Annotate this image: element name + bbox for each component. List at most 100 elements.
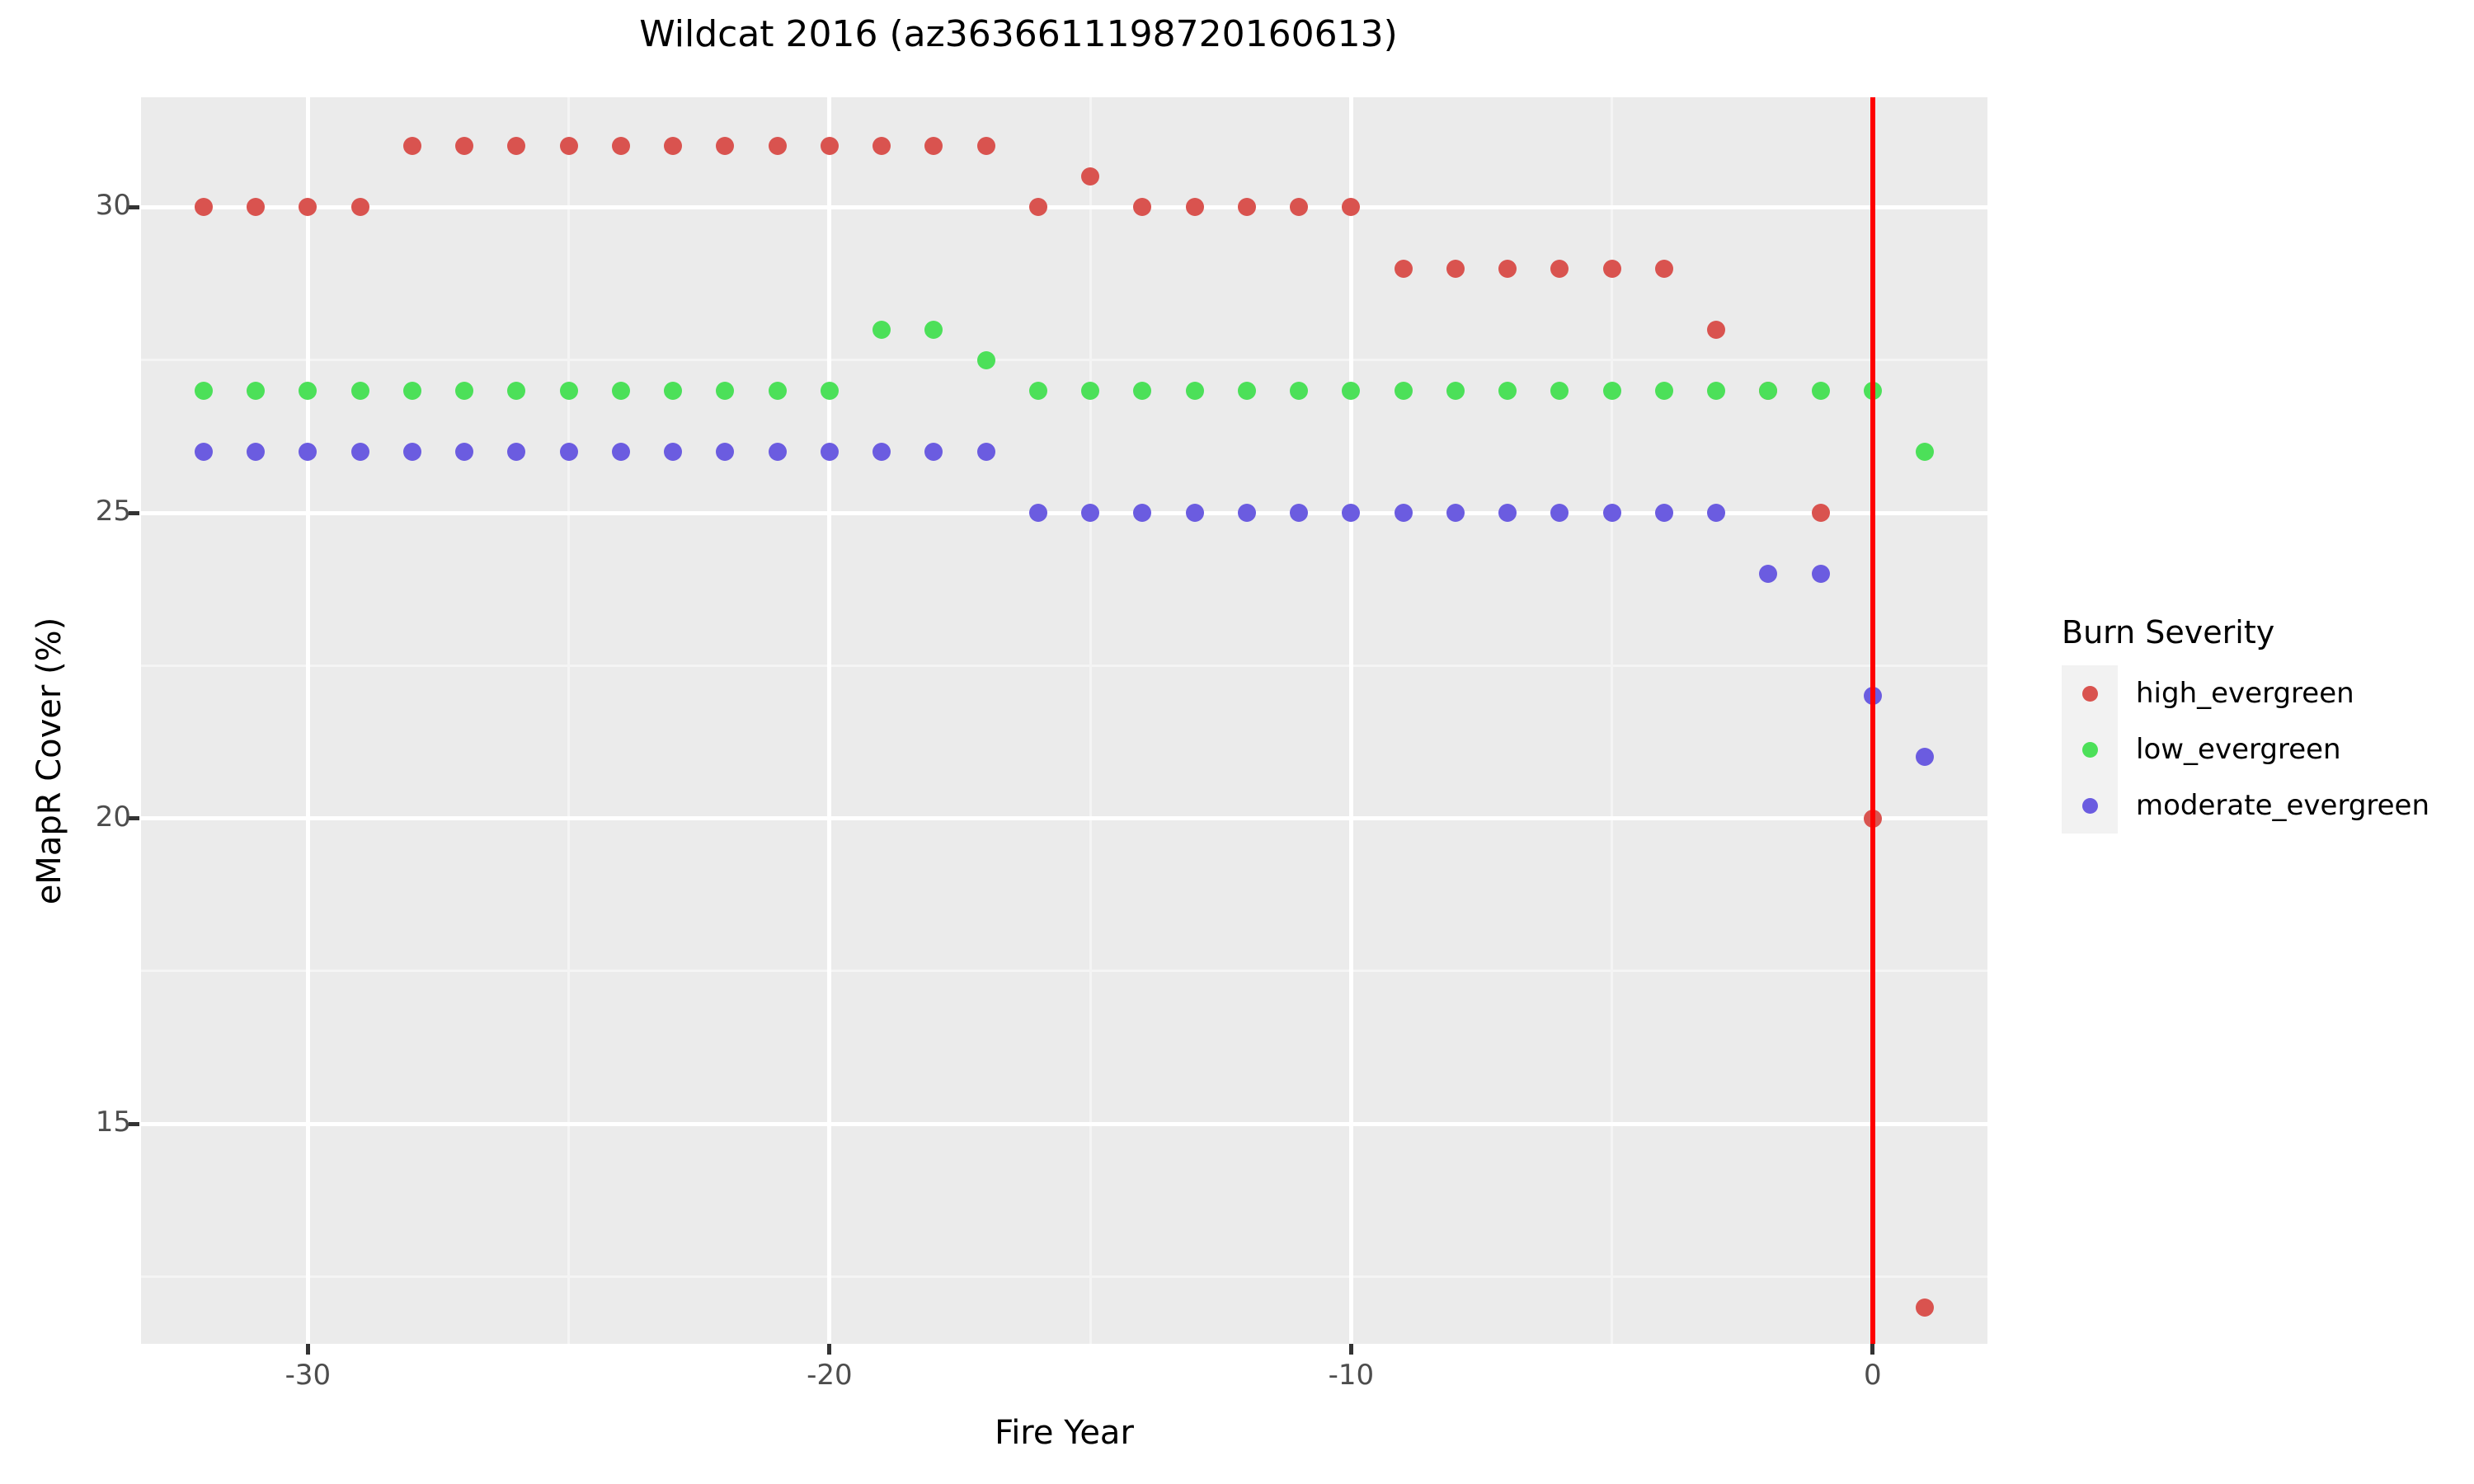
legend-dot-icon	[2081, 741, 2098, 758]
data-point	[194, 198, 213, 217]
legend-item[interactable]: low_evergreen	[2062, 721, 2449, 777]
data-point	[768, 137, 787, 156]
data-point	[1342, 504, 1361, 522]
gridline-major-y	[141, 510, 1987, 515]
data-point	[194, 442, 213, 461]
gridline-major-y	[141, 816, 1987, 821]
data-point	[1707, 320, 1726, 339]
data-point	[1290, 198, 1309, 217]
y-axis-title: eMapR Cover (%)	[31, 617, 68, 905]
legend-swatch	[2062, 777, 2118, 834]
data-point	[1759, 381, 1778, 400]
x-tick-label: -20	[807, 1359, 853, 1392]
data-point	[402, 137, 421, 156]
data-point	[1394, 504, 1413, 522]
fire-year-vline	[1870, 97, 1875, 1344]
data-point	[1185, 504, 1204, 522]
data-point	[1185, 381, 1204, 400]
legend-item[interactable]: moderate_evergreen	[2062, 777, 2449, 834]
data-point	[716, 381, 735, 400]
data-point	[1602, 381, 1621, 400]
data-point	[976, 137, 995, 156]
legend-item[interactable]: high_evergreen	[2062, 665, 2449, 721]
legend: Burn Severity high_evergreen low_evergree…	[2062, 614, 2449, 834]
gridline-major-y	[141, 204, 1987, 209]
gridline-major-x	[827, 97, 832, 1344]
data-point	[455, 442, 474, 461]
gridline-minor-y	[141, 664, 1987, 667]
x-tick-label: 0	[1864, 1359, 1882, 1392]
data-point	[247, 381, 266, 400]
data-point	[820, 137, 839, 156]
data-point	[1550, 259, 1569, 278]
data-point	[1654, 381, 1673, 400]
data-point	[1446, 259, 1465, 278]
data-point	[1342, 381, 1361, 400]
data-point	[1498, 381, 1517, 400]
gridline-minor-y	[141, 970, 1987, 973]
data-point	[820, 381, 839, 400]
x-tick-label: -30	[285, 1359, 332, 1392]
data-point	[1237, 381, 1256, 400]
data-point	[1394, 381, 1413, 400]
data-point	[768, 442, 787, 461]
data-point	[611, 381, 630, 400]
data-point	[1602, 504, 1621, 522]
data-point	[402, 381, 421, 400]
y-tick-mark	[129, 816, 139, 821]
y-tick-label: 25	[95, 495, 131, 528]
data-point	[872, 320, 891, 339]
data-point	[1811, 565, 1830, 584]
data-point	[559, 381, 578, 400]
data-point	[664, 442, 683, 461]
data-point	[1237, 504, 1256, 522]
data-point	[1602, 259, 1621, 278]
data-point	[924, 320, 943, 339]
data-point	[1290, 504, 1309, 522]
data-point	[768, 381, 787, 400]
data-point	[1133, 504, 1152, 522]
gridline-minor-x	[567, 97, 571, 1344]
data-point	[872, 442, 891, 461]
data-point	[1498, 504, 1517, 522]
y-tick-mark	[129, 204, 139, 209]
data-point	[507, 381, 526, 400]
data-point	[1342, 198, 1361, 217]
data-point	[664, 137, 683, 156]
data-point	[247, 198, 266, 217]
legend-swatch	[2062, 721, 2118, 777]
data-point	[559, 137, 578, 156]
gridline-minor-y	[141, 359, 1987, 362]
x-tick-label: -10	[1328, 1359, 1375, 1392]
data-point	[299, 442, 317, 461]
data-point	[1916, 748, 1935, 767]
x-tick-mark	[1348, 1344, 1353, 1355]
data-point	[1394, 259, 1413, 278]
data-point	[1081, 504, 1100, 522]
x-axis-title: Fire Year	[995, 1414, 1134, 1452]
data-point	[1811, 381, 1830, 400]
data-point	[402, 442, 421, 461]
data-point	[507, 442, 526, 461]
gridline-major-y	[141, 1121, 1987, 1126]
legend-label: moderate_evergreen	[2136, 789, 2430, 822]
data-point	[924, 137, 943, 156]
data-point	[1707, 381, 1726, 400]
data-point	[716, 137, 735, 156]
plot-panel	[141, 97, 1987, 1344]
legend-label: high_evergreen	[2136, 677, 2354, 710]
y-tick-mark	[129, 1121, 139, 1126]
y-tick-label: 20	[95, 800, 131, 834]
data-point	[1028, 504, 1047, 522]
data-point	[1185, 198, 1204, 217]
gridline-minor-y	[141, 1275, 1987, 1278]
data-point	[299, 198, 317, 217]
y-tick-label: 15	[95, 1106, 131, 1139]
data-point	[1550, 504, 1569, 522]
data-point	[611, 442, 630, 461]
data-point	[1290, 381, 1309, 400]
data-point	[1550, 381, 1569, 400]
legend-entries: high_evergreen low_evergreen moderate_ever…	[2062, 665, 2449, 834]
data-point	[559, 442, 578, 461]
legend-title: Burn Severity	[2062, 614, 2275, 650]
